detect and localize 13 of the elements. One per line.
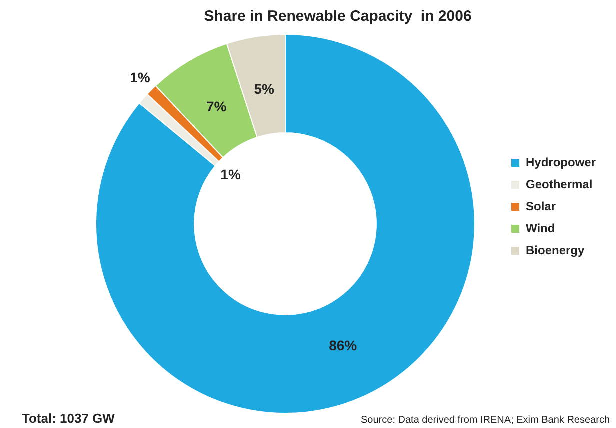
- data-label: 7%: [206, 98, 228, 114]
- legend-label: Hydropower: [526, 155, 596, 170]
- text: Total: 1037 GW: [22, 411, 115, 426]
- legend-label: Bioenergy: [526, 243, 585, 258]
- chart-title: Share in Renewable Capacity in 2006: [204, 8, 472, 26]
- data-label: 1%: [220, 166, 242, 183]
- legend-label: Wind: [526, 221, 556, 236]
- data-label: 5%: [254, 81, 275, 98]
- data-label: 1%: [130, 70, 151, 86]
- data-label: 86%: [329, 337, 358, 354]
- legend-label: Solar: [526, 199, 556, 214]
- source-note: Source: Data derived from IRENA; Exim Bank Research: [361, 415, 610, 426]
- legend-label: Geothermal: [526, 177, 593, 192]
